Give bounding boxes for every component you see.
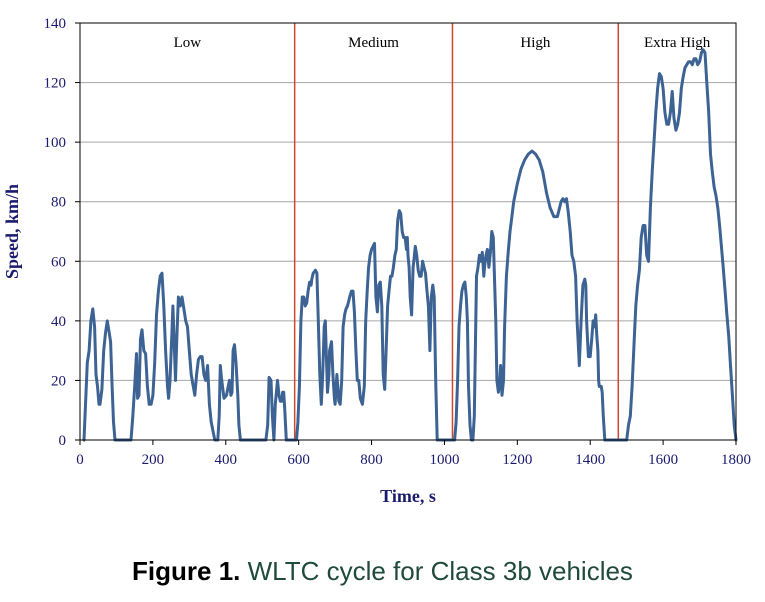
y-tick-label: 120 [44,76,67,92]
x-tick-label: 800 [360,452,383,468]
phase-label: Medium [348,35,399,51]
y-tick-label: 80 [51,195,66,211]
x-axis-title: Time, s [380,486,436,506]
y-tick-label: 40 [51,314,66,330]
series-line [617,48,738,442]
y-tick-labels: 0 20 40 60 80 100 120 140 [44,16,80,449]
x-tick-label: 1200 [502,452,532,468]
x-tick-label: 200 [142,452,165,468]
plot-frame [79,22,737,441]
y-tick-label: 0 [59,433,67,449]
series-line [82,271,296,442]
series-line [451,149,620,442]
speed-trace [82,48,738,442]
x-tick-labels: 0 200 400 600 800 1000 1200 1400 1600 1800 [76,440,751,468]
y-tick-label: 140 [44,16,67,32]
y-axis-title: Speed, km/h [2,184,22,279]
x-tick-label: 0 [76,452,84,468]
wltc-speed-chart: 0 200 400 600 800 1000 1200 1400 1600 1800 0 20 40 6… [2,16,751,506]
figure-caption: Figure 1. WLTC cycle for Class 3b vehicl… [0,556,765,587]
y-tick-label: 60 [51,254,66,270]
phase-dividers [293,23,620,440]
x-tick-label: 1000 [429,452,459,468]
x-tick-label: 1800 [721,452,751,468]
phase-labels: Low Medium High Extra High [174,35,711,51]
series-line [293,209,454,442]
x-tick-label: 1400 [575,452,605,468]
x-tick-label: 400 [215,452,238,468]
x-tick-label: 1600 [648,452,678,468]
x-tick-label: 600 [287,452,310,468]
phase-label: Low [174,35,202,51]
phase-label: High [520,35,551,51]
figure-number: Figure 1. [132,556,241,586]
y-tick-label: 20 [51,373,66,389]
figure-caption-text: WLTC cycle for Class 3b vehicles [247,556,633,586]
phase-label: Extra High [644,35,711,51]
y-tick-label: 100 [44,135,67,151]
